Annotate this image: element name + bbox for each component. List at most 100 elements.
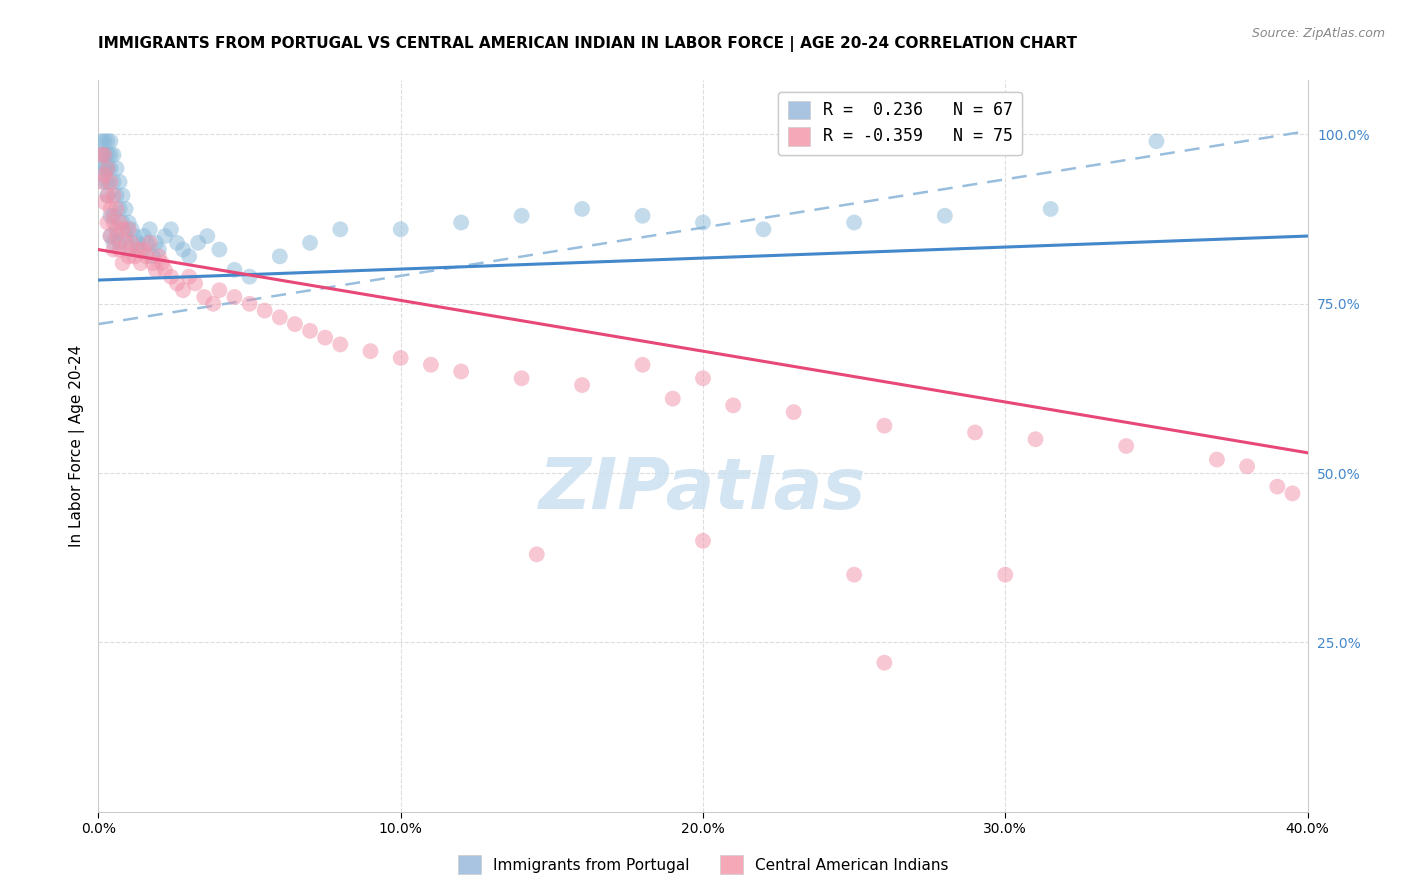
- Point: [783, 405, 806, 419]
- Point: [631, 209, 654, 223]
- Point: [111, 256, 134, 270]
- Point: [139, 235, 162, 250]
- Point: [96, 161, 118, 176]
- Point: [93, 148, 115, 162]
- Point: [105, 202, 128, 216]
- Point: [103, 215, 125, 229]
- Point: [96, 148, 118, 162]
- Point: [299, 235, 322, 250]
- Point: [420, 358, 443, 372]
- Point: [148, 243, 170, 257]
- Point: [631, 358, 654, 372]
- Point: [329, 222, 352, 236]
- Point: [127, 243, 149, 257]
- Point: [105, 222, 128, 236]
- Point: [844, 215, 866, 229]
- Point: [90, 134, 112, 148]
- Point: [1039, 202, 1062, 216]
- Point: [93, 195, 115, 210]
- Point: [195, 229, 218, 244]
- Point: [160, 269, 183, 284]
- Point: [111, 188, 134, 202]
- Point: [571, 378, 593, 392]
- Point: [873, 418, 896, 433]
- Point: [299, 324, 322, 338]
- Point: [118, 243, 141, 257]
- Point: [1024, 432, 1046, 446]
- Point: [208, 283, 231, 297]
- Point: [723, 398, 745, 412]
- Point: [153, 263, 176, 277]
- Point: [389, 222, 412, 236]
- Point: [103, 175, 125, 189]
- Point: [103, 235, 125, 250]
- Point: [114, 235, 136, 250]
- Point: [179, 249, 201, 263]
- Point: [1267, 480, 1289, 494]
- Point: [692, 215, 714, 229]
- Point: [202, 297, 225, 311]
- Point: [118, 215, 141, 229]
- Point: [100, 229, 122, 244]
- Point: [1236, 459, 1258, 474]
- Point: [100, 202, 122, 216]
- Point: [93, 175, 115, 189]
- Point: [93, 161, 115, 176]
- Point: [100, 161, 122, 176]
- Point: [124, 229, 146, 244]
- Point: [108, 202, 131, 216]
- Point: [118, 222, 141, 236]
- Point: [510, 371, 533, 385]
- Point: [96, 188, 118, 202]
- Point: [135, 235, 157, 250]
- Point: [934, 209, 956, 223]
- Point: [100, 134, 122, 148]
- Point: [179, 269, 201, 284]
- Point: [129, 243, 152, 257]
- Point: [142, 249, 165, 263]
- Point: [150, 256, 173, 270]
- Point: [172, 283, 194, 297]
- Point: [965, 425, 987, 440]
- Point: [132, 229, 155, 244]
- Point: [994, 567, 1017, 582]
- Point: [269, 310, 291, 325]
- Point: [132, 243, 155, 257]
- Point: [111, 222, 134, 236]
- Point: [90, 148, 112, 162]
- Point: [114, 229, 136, 244]
- Point: [108, 175, 131, 189]
- Point: [96, 215, 118, 229]
- Point: [239, 269, 262, 284]
- Point: [360, 344, 382, 359]
- Point: [450, 364, 472, 378]
- Point: [96, 134, 118, 148]
- Point: [93, 134, 115, 148]
- Point: [145, 235, 167, 250]
- Point: [145, 263, 167, 277]
- Point: [103, 188, 125, 202]
- Point: [127, 235, 149, 250]
- Point: [526, 547, 548, 561]
- Point: [166, 277, 188, 291]
- Point: [450, 215, 472, 229]
- Point: [139, 222, 162, 236]
- Legend: Immigrants from Portugal, Central American Indians: Immigrants from Portugal, Central Americ…: [451, 849, 955, 880]
- Legend: R =  0.236   N = 67, R = -0.359   N = 75: R = 0.236 N = 67, R = -0.359 N = 75: [779, 92, 1022, 155]
- Point: [184, 277, 207, 291]
- Point: [129, 256, 152, 270]
- Point: [160, 222, 183, 236]
- Point: [121, 222, 143, 236]
- Point: [692, 371, 714, 385]
- Point: [105, 229, 128, 244]
- Point: [314, 331, 336, 345]
- Point: [93, 148, 115, 162]
- Y-axis label: In Labor Force | Age 20-24: In Labor Force | Age 20-24: [69, 345, 84, 547]
- Point: [118, 249, 141, 263]
- Point: [105, 188, 128, 202]
- Point: [96, 175, 118, 189]
- Point: [692, 533, 714, 548]
- Point: [873, 656, 896, 670]
- Point: [148, 249, 170, 263]
- Point: [510, 209, 533, 223]
